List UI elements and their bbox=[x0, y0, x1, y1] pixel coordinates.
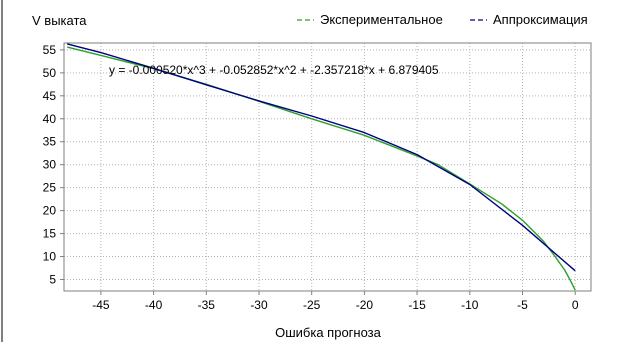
grid bbox=[64, 43, 591, 291]
x-tick-label: -30 bbox=[250, 298, 268, 312]
x-tick-label: -35 bbox=[198, 298, 216, 312]
plot-frame bbox=[63, 42, 592, 292]
y-axis-label: V выката bbox=[32, 13, 87, 28]
y-tick-label: 15 bbox=[43, 227, 57, 241]
y-tick-label: 35 bbox=[43, 135, 57, 149]
x-tick-label: -10 bbox=[461, 298, 479, 312]
x-tick-label: -20 bbox=[356, 298, 374, 312]
y-tick-label: 45 bbox=[43, 89, 57, 103]
y-tick-label: 30 bbox=[43, 158, 57, 172]
y-tick-label: 50 bbox=[43, 66, 57, 80]
x-tick-label: -5 bbox=[517, 298, 528, 312]
y-tick-label: 55 bbox=[43, 43, 57, 57]
x-axis-label: Ошибка прогноза bbox=[275, 325, 382, 340]
y-tick-label: 5 bbox=[49, 273, 56, 287]
y-axis-ticks: 5 10 15 20 25 30 35 40 45 50 55 bbox=[43, 43, 64, 287]
y-tick-label: 40 bbox=[43, 112, 57, 126]
equation-annotation: y = -0.000520*x^3 + -0.052852*x^2 + -2.3… bbox=[109, 63, 439, 77]
y-tick-label: 25 bbox=[43, 181, 57, 195]
series-lines bbox=[67, 43, 576, 291]
y-tick-label: 10 bbox=[43, 250, 57, 264]
x-axis-ticks: -45 -40 -35 -30 -25 -20 -15 -10 -5 0 bbox=[92, 291, 579, 312]
legend-label: Аппроксимация bbox=[493, 12, 588, 27]
series-line-approximation bbox=[67, 43, 576, 272]
legend-item-approximation: Аппроксимация bbox=[470, 12, 588, 27]
x-tick-label: -25 bbox=[303, 298, 321, 312]
legend-label: Экспериментальное bbox=[320, 12, 443, 27]
x-tick-label: 0 bbox=[572, 298, 579, 312]
legend: Экспериментальное Аппроксимация bbox=[297, 12, 588, 27]
y-tick-label: 20 bbox=[43, 204, 57, 218]
x-tick-label: -45 bbox=[92, 298, 110, 312]
x-tick-label: -40 bbox=[145, 298, 163, 312]
x-tick-label: -15 bbox=[408, 298, 426, 312]
legend-item-experimental: Экспериментальное bbox=[297, 12, 443, 27]
